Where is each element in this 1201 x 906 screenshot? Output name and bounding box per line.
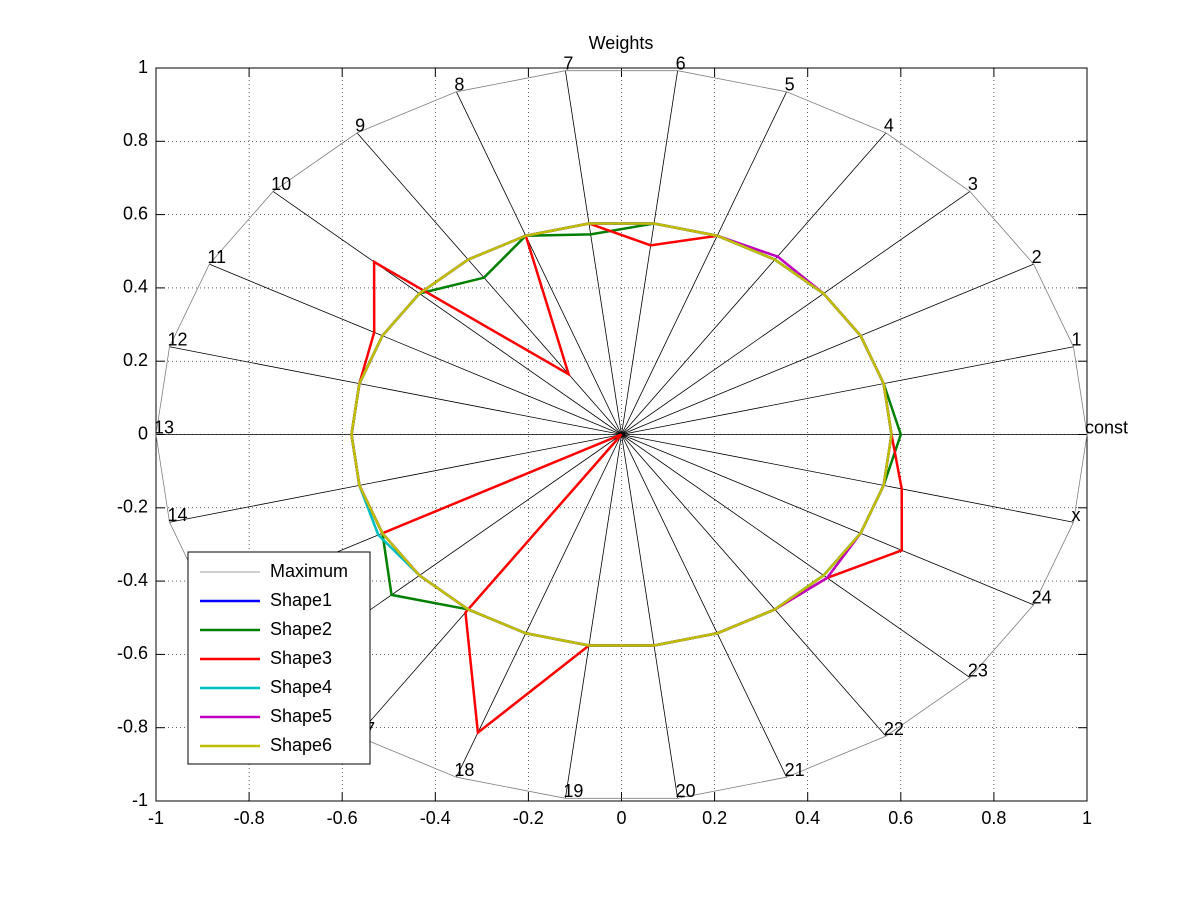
- spoke: [621, 434, 787, 778]
- spoke-label: 1: [1071, 330, 1081, 350]
- spoke-label: 2: [1032, 247, 1042, 267]
- radar-line: [155, 70, 1088, 799]
- spoke-label: 4: [884, 116, 894, 136]
- spoke: [621, 434, 971, 678]
- spoke: [456, 434, 622, 778]
- spoke-label: 6: [676, 53, 686, 73]
- x-tick-label: 0.2: [702, 808, 727, 828]
- spoke: [564, 434, 622, 799]
- spoke: [621, 434, 1034, 606]
- x-tick-label: 0.4: [795, 808, 820, 828]
- spoke: [621, 434, 1074, 523]
- x-tick-label: 1: [1082, 808, 1092, 828]
- radar-line: [350, 222, 893, 647]
- spoke-label: 18: [454, 760, 474, 780]
- legend: Maximum Shape1 Shape2 Shape3 Shape4 Shape5 Sha…: [187, 551, 371, 765]
- spoke: [621, 191, 971, 435]
- spoke-label: 7: [563, 53, 573, 73]
- y-tick-label: -1: [132, 790, 148, 810]
- x-tick-label: -0.6: [327, 808, 358, 828]
- spoke-label: x: [1071, 505, 1080, 525]
- spoke: [621, 91, 787, 435]
- spoke: [621, 263, 1034, 435]
- x-tick-label: -0.4: [420, 808, 451, 828]
- spoke-label: 24: [1032, 588, 1052, 608]
- spoke-label: 3: [968, 174, 978, 194]
- y-tick-label: -0.4: [117, 570, 148, 590]
- legend-label: Shape4: [270, 677, 332, 697]
- spoke-label: 13: [154, 417, 174, 437]
- y-tick-label: 0.2: [123, 350, 148, 370]
- spoke: [456, 91, 622, 435]
- legend-label: Shape5: [270, 706, 332, 726]
- spoke: [169, 346, 622, 435]
- spoke: [621, 434, 887, 737]
- x-tick-label: -0.8: [234, 808, 265, 828]
- spoke: [209, 263, 622, 435]
- y-tick-label: 1: [138, 57, 148, 77]
- legend-label: Shape3: [270, 648, 332, 668]
- spoke: [621, 434, 679, 799]
- legend-label: Shape2: [270, 619, 332, 639]
- y-tick-label: -0.2: [117, 497, 148, 517]
- spoke-label: 8: [454, 75, 464, 95]
- y-tick-label: 0.8: [123, 130, 148, 150]
- spoke: [356, 132, 622, 435]
- spoke: [272, 191, 622, 435]
- x-tick-label: -1: [148, 808, 164, 828]
- chart-title: Weights: [589, 33, 654, 53]
- legend-label: Shape6: [270, 735, 332, 755]
- spoke-label: 9: [355, 116, 365, 136]
- x-tick-label: 0.6: [888, 808, 913, 828]
- spoke: [564, 70, 622, 435]
- y-tick-label: -0.8: [117, 716, 148, 736]
- spoke: [621, 132, 887, 435]
- y-tick-label: 0: [138, 423, 148, 443]
- spoke-label: 14: [168, 505, 188, 525]
- spoke-label: 22: [884, 719, 904, 739]
- spoke: [621, 70, 679, 435]
- legend-label: Maximum: [270, 561, 348, 581]
- y-tick-label: 0.4: [123, 277, 148, 297]
- spoke-label: 20: [676, 781, 696, 801]
- legend-label: Shape1: [270, 590, 332, 610]
- spoke: [621, 346, 1074, 435]
- spoke-label: 19: [563, 781, 583, 801]
- spoke-label: 12: [168, 330, 188, 350]
- x-tick-label: 0.8: [981, 808, 1006, 828]
- spoke-label: 5: [785, 75, 795, 95]
- spoke-label: 23: [968, 660, 988, 680]
- spoke: [169, 434, 622, 523]
- x-tick-label: 0: [616, 808, 626, 828]
- y-tick-label: -0.6: [117, 643, 148, 663]
- y-tick-label: 0.6: [123, 203, 148, 223]
- spoke-label: 11: [207, 247, 226, 267]
- spoke-label: 21: [785, 760, 805, 780]
- spoke-label: 10: [271, 174, 291, 194]
- x-tick-label: -0.2: [513, 808, 544, 828]
- spoke-label: const: [1085, 417, 1128, 437]
